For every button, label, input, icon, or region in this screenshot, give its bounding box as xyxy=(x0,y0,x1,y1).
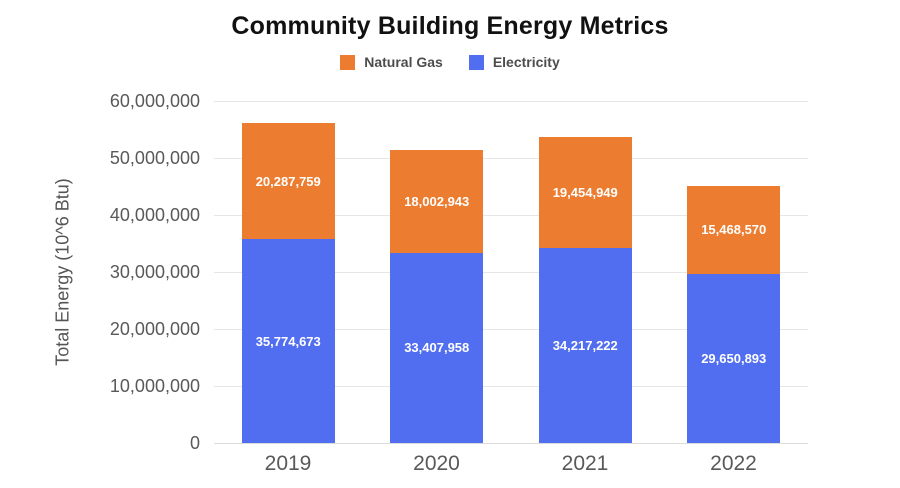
legend-swatch-electricity xyxy=(468,54,484,70)
legend-label-natural-gas: Natural Gas xyxy=(364,54,443,70)
bar-segment-natural-gas-2022: 15,468,570 xyxy=(687,185,781,274)
y-tick-label: 40,000,000 xyxy=(109,205,200,225)
legend-item-electricity: Electricity xyxy=(468,54,560,70)
y-tick-label: 30,000,000 xyxy=(109,262,200,282)
bar-segment-electricity-2022: 29,650,893 xyxy=(687,273,781,443)
y-tick-label: 60,000,000 xyxy=(109,91,200,111)
x-tick-label-2019: 2019 xyxy=(264,452,312,475)
bar-value-label: 29,650,893 xyxy=(701,350,767,366)
x-tick-label-2021: 2021 xyxy=(561,452,609,475)
x-axis-baseline xyxy=(214,442,808,444)
bar-value-label: 33,407,958 xyxy=(404,340,470,356)
x-tick-label-2020: 2020 xyxy=(413,452,460,475)
bar-segment-natural-gas-2021: 19,454,949 xyxy=(538,137,632,248)
gridline xyxy=(214,100,808,102)
gridline xyxy=(214,385,808,387)
bar-value-label: 15,468,570 xyxy=(701,222,767,238)
bar-segment-electricity-2019: 35,774,673 xyxy=(241,239,335,443)
y-tick-label: 0 xyxy=(189,433,200,453)
gridline xyxy=(214,328,808,330)
bar-segment-electricity-2021: 34,217,222 xyxy=(538,247,632,443)
chart-title: Community Building Energy Metrics xyxy=(231,12,669,40)
y-tick-label: 20,000,000 xyxy=(109,319,200,339)
bar-value-label: 35,774,673 xyxy=(255,333,321,349)
bar-value-label: 19,454,949 xyxy=(552,185,618,200)
x-tick-label-2022: 2022 xyxy=(710,452,757,475)
gridline xyxy=(214,157,808,159)
bar-value-label: 18,002,943 xyxy=(404,193,470,209)
bar-segment-natural-gas-2019: 20,287,759 xyxy=(241,123,335,240)
bar-value-label: 34,217,222 xyxy=(552,337,618,353)
legend: Natural Gas Electricity xyxy=(0,54,900,70)
legend-swatch-natural-gas xyxy=(340,54,356,70)
y-tick-label: 10,000,000 xyxy=(109,376,200,396)
bar-segment-electricity-2020: 33,407,958 xyxy=(390,252,484,443)
legend-label-electricity: Electricity xyxy=(492,54,560,70)
bar-segment-natural-gas-2020: 18,002,943 xyxy=(390,149,484,253)
gridline xyxy=(214,271,808,273)
legend-item-natural-gas: Natural Gas xyxy=(340,54,443,70)
y-tick-label: 50,000,000 xyxy=(109,148,200,168)
bar-value-label: 20,287,759 xyxy=(255,173,321,189)
gridline xyxy=(214,214,808,216)
